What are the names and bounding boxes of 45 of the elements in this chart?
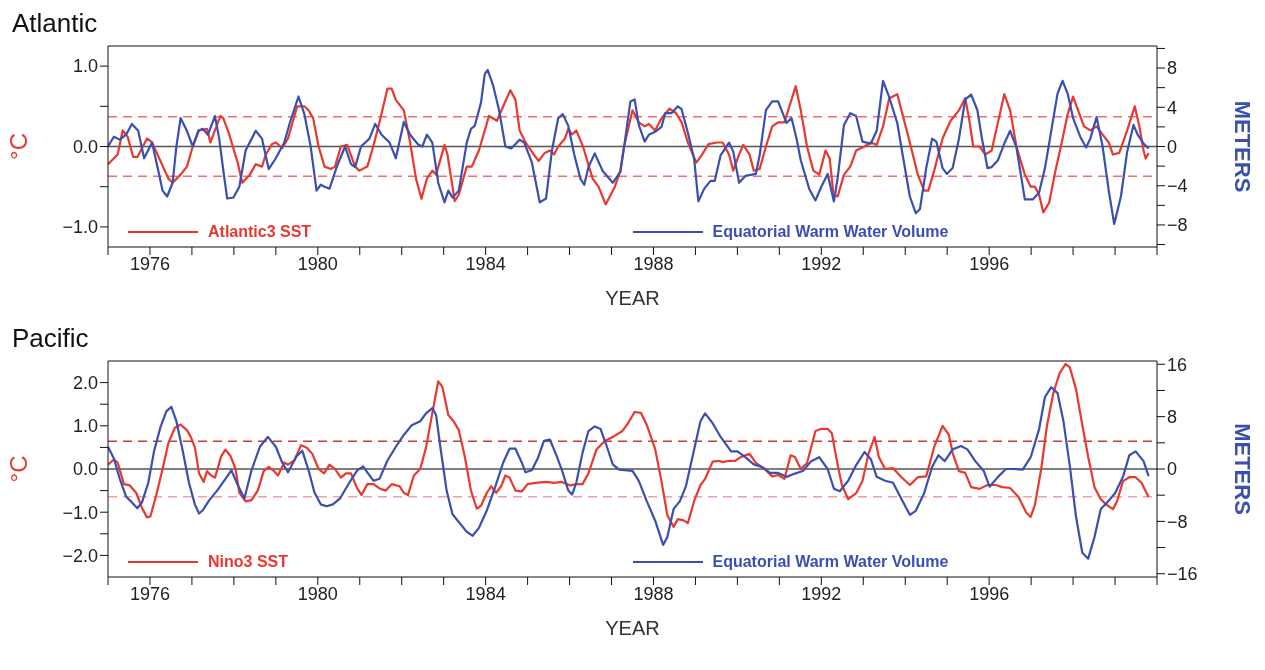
y-tick-label: −1.0 — [62, 502, 98, 523]
y-tick-label: 1.0 — [72, 416, 98, 437]
y-tick-label: 0.0 — [72, 136, 98, 157]
y-axis-title: °C — [4, 133, 32, 160]
chart-title: Atlantic — [11, 8, 99, 38]
chart-title: Pacific — [11, 323, 90, 353]
legend-label: Equatorial Warm Water Volume — [712, 553, 949, 571]
y-tick-label: −1.0 — [62, 217, 98, 238]
y2-tick-label: 16 — [1167, 354, 1188, 375]
y2-tick-label: −8 — [1167, 215, 1188, 236]
y2-tick-label: 0 — [1167, 459, 1178, 480]
line-series — [108, 85, 1150, 214]
y2-tick-label: 8 — [1167, 58, 1178, 79]
x-tick-label: 1988 — [633, 583, 674, 604]
y-axis-title: °C — [4, 455, 32, 483]
y2-axis-title: METERS — [1230, 100, 1256, 193]
x-axis-title: YEAR — [605, 287, 660, 309]
y2-tick-label: −16 — [1167, 564, 1198, 585]
x-tick-label: 1976 — [129, 583, 170, 604]
legend-label: Atlantic3 SST — [208, 223, 312, 241]
y-tick-label: 0.0 — [72, 459, 98, 480]
x-tick-label: 1992 — [801, 253, 842, 274]
y2-tick-label: 8 — [1167, 407, 1178, 428]
y-tick-label: 1.0 — [72, 56, 98, 77]
line-series — [108, 68, 1150, 226]
y2-tick-label: −8 — [1167, 511, 1188, 532]
y2-tick-label: −4 — [1167, 176, 1188, 197]
x-tick-label: 1980 — [297, 583, 338, 604]
x-tick-label: 1996 — [969, 253, 1010, 274]
legend-label: Nino3 SST — [208, 553, 289, 571]
x-tick-label: 1976 — [129, 253, 170, 274]
y-tick-label: 2.0 — [72, 372, 98, 393]
y2-tick-label: 0 — [1167, 136, 1178, 157]
y2-tick-label: 4 — [1167, 97, 1178, 118]
x-tick-label: 1988 — [633, 253, 674, 274]
x-tick-label: 1992 — [801, 583, 842, 604]
y2-axis-title: METERS — [1230, 423, 1256, 515]
line-series — [108, 362, 1150, 528]
x-tick-label: 1996 — [969, 583, 1010, 604]
x-tick-label: 1980 — [297, 253, 338, 274]
x-tick-label: 1984 — [465, 253, 506, 274]
x-axis-title: YEAR — [605, 617, 660, 639]
y-tick-label: −2.0 — [62, 545, 98, 566]
x-tick-label: 1984 — [465, 583, 506, 604]
legend-label: Equatorial Warm Water Volume — [712, 223, 949, 241]
